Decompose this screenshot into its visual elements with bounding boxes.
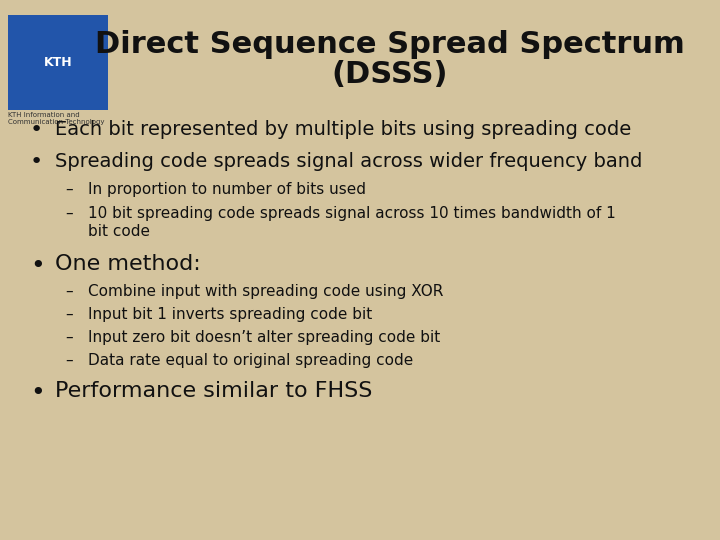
Text: KTH Information and
Communication Technology: KTH Information and Communication Techno… — [8, 112, 104, 125]
Text: One method:: One method: — [55, 254, 201, 274]
Text: (DSSS): (DSSS) — [332, 60, 449, 89]
Text: Performance similar to FHSS: Performance similar to FHSS — [55, 381, 372, 401]
Text: Input zero bit doesn’t alter spreading code bit: Input zero bit doesn’t alter spreading c… — [88, 330, 440, 345]
Text: Input bit 1 inverts spreading code bit: Input bit 1 inverts spreading code bit — [88, 307, 372, 322]
Text: •: • — [30, 120, 43, 140]
Text: Spreading code spreads signal across wider frequency band: Spreading code spreads signal across wid… — [55, 152, 642, 171]
Text: bit code: bit code — [88, 224, 150, 239]
Text: –: – — [65, 206, 73, 221]
Text: KTH: KTH — [44, 57, 72, 70]
Text: Direct Sequence Spread Spectrum: Direct Sequence Spread Spectrum — [95, 30, 685, 59]
Bar — [8, 15, 108, 110]
Text: –: – — [65, 284, 73, 299]
Text: Data rate equal to original spreading code: Data rate equal to original spreading co… — [88, 353, 413, 368]
Text: Combine input with spreading code using XOR: Combine input with spreading code using … — [88, 284, 444, 299]
Text: •: • — [30, 381, 45, 405]
Text: –: – — [65, 307, 73, 322]
Text: Each bit represented by multiple bits using spreading code: Each bit represented by multiple bits us… — [55, 120, 631, 139]
Text: •: • — [30, 152, 43, 172]
Text: –: – — [65, 182, 73, 197]
Text: –: – — [65, 353, 73, 368]
Text: 10 bit spreading code spreads signal across 10 times bandwidth of 1: 10 bit spreading code spreads signal acr… — [88, 206, 616, 221]
Text: In proportion to number of bits used: In proportion to number of bits used — [88, 182, 366, 197]
Text: •: • — [30, 254, 45, 278]
Text: –: – — [65, 330, 73, 345]
